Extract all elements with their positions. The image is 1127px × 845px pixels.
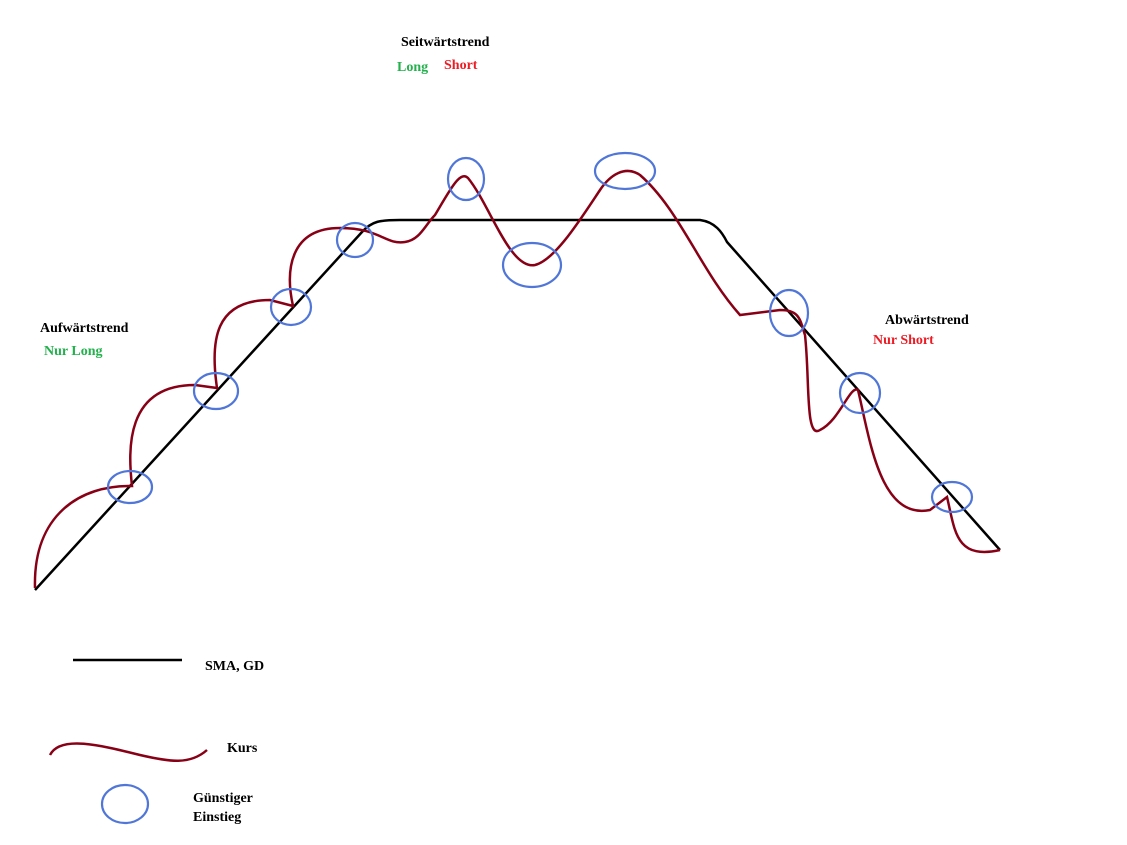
legend-label: Kurs xyxy=(227,741,258,756)
phase-long: Long xyxy=(397,60,428,75)
entry-circle xyxy=(593,151,657,191)
sma-line xyxy=(34,218,1001,591)
legend-label: Günstiger xyxy=(193,791,253,806)
entry-circle xyxy=(192,371,240,411)
entry-circle xyxy=(768,288,810,338)
entry-circle xyxy=(269,287,313,327)
phase-title: Abwärtstrend xyxy=(885,313,969,328)
entry-circle xyxy=(335,221,375,259)
legend-entry-swatch xyxy=(100,783,150,825)
legend-price-swatch xyxy=(48,742,208,762)
entry-circle xyxy=(930,480,974,514)
legend-label: Einstieg xyxy=(193,810,241,825)
entry-circles xyxy=(106,151,974,514)
entry-circle xyxy=(106,469,154,505)
legend-label: SMA, GD xyxy=(205,659,264,674)
phase-bias: Nur Long xyxy=(44,344,102,359)
phase-bias: Nur Short xyxy=(873,333,934,348)
phase-title: Aufwärtstrend xyxy=(40,321,129,336)
phase-title: Seitwärtstrend xyxy=(401,35,490,50)
legend: SMA, GD Kurs Günstiger Einstieg xyxy=(48,658,264,825)
entry-circle xyxy=(501,241,563,289)
entry-circle xyxy=(838,371,882,415)
entry-circle xyxy=(446,156,486,202)
phase-short: Short xyxy=(444,58,478,73)
